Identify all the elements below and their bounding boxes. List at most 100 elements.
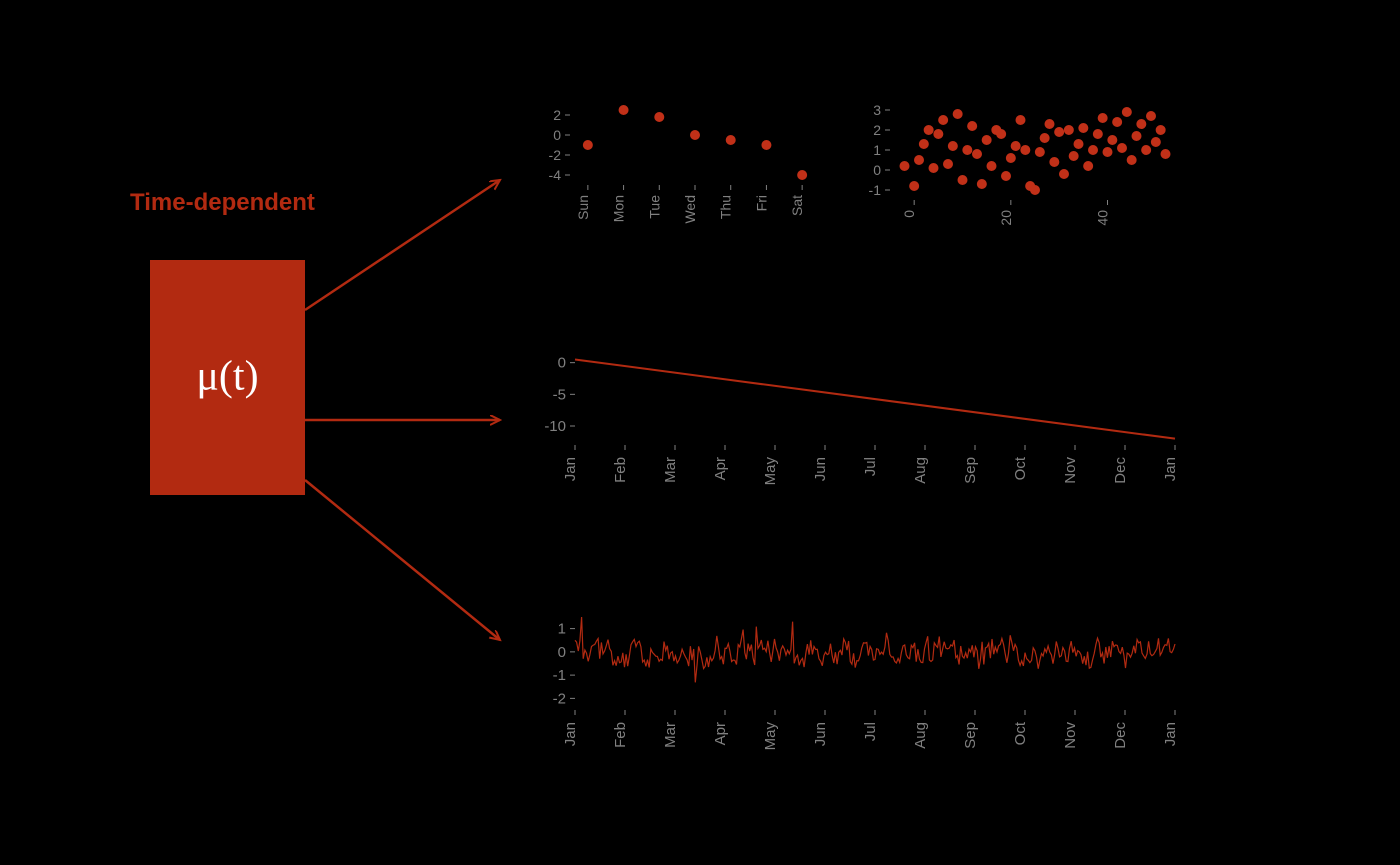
trend-xtick: Oct (1012, 456, 1029, 480)
weekly-point (654, 112, 664, 122)
scatter-point (1117, 143, 1127, 153)
scatter-point (933, 129, 943, 139)
scatter-point (996, 129, 1006, 139)
scatter-point (1078, 123, 1088, 133)
scatter-point (987, 161, 997, 171)
scatter-point (1161, 149, 1171, 159)
title-text: Time-dependent (130, 189, 315, 216)
scatter-point (900, 161, 910, 171)
trend-ytick: -5 (553, 386, 566, 403)
scatter-point (1093, 129, 1103, 139)
scatter-point (948, 141, 958, 151)
scatter-point (962, 145, 972, 155)
trend-xtick: Apr (712, 457, 729, 480)
mu-label: μ(t) (196, 354, 258, 400)
scatter-point (938, 115, 948, 125)
scatter-point (1016, 115, 1026, 125)
scatter-point (982, 135, 992, 145)
weekly-xtick: Mon (611, 195, 627, 222)
scatter-point (1054, 127, 1064, 137)
scatter-point (1035, 147, 1045, 157)
scatter-point (909, 181, 919, 191)
trend-xtick: Jan (562, 457, 579, 481)
weekly-point (619, 105, 629, 115)
scatter-point (967, 121, 977, 131)
trend-xtick: Feb (612, 457, 629, 483)
weekly-xtick: Wed (682, 195, 698, 224)
noise-ytick: 1 (558, 621, 566, 638)
scatter-point (1074, 139, 1084, 149)
scatter-point (1132, 131, 1142, 141)
scatter-point (1103, 147, 1113, 157)
scatter-point (1059, 169, 1069, 179)
scatter-point (1156, 125, 1166, 135)
trend-xtick: Jan (1162, 457, 1179, 481)
scatter-xtick: 20 (998, 210, 1014, 226)
scatter-point (1127, 155, 1137, 165)
weekly-ytick: -4 (549, 167, 562, 183)
scatter-point (914, 155, 924, 165)
scatter-ytick: 3 (873, 102, 881, 118)
weekly-point (797, 170, 807, 180)
scatter-point (924, 125, 934, 135)
weekly-xtick: Tue (646, 195, 662, 219)
scatter-point (1006, 153, 1016, 163)
scatter-point (1011, 141, 1021, 151)
noise-ytick: 0 (558, 644, 566, 661)
noise-xtick: Dec (1112, 722, 1129, 749)
scatter-point (977, 179, 987, 189)
noise-xtick: Oct (1012, 721, 1029, 745)
scatter-point (919, 139, 929, 149)
noise-xtick: Feb (612, 722, 629, 748)
scatter-ytick: 1 (873, 142, 881, 158)
scatter-xtick: 0 (901, 210, 917, 218)
scatter-point (1040, 133, 1050, 143)
trend-xtick: May (762, 457, 779, 486)
scatter-point (1030, 185, 1040, 195)
weekly-ytick: -2 (549, 147, 562, 163)
scatter-point (1122, 107, 1132, 117)
trend-xtick: Mar (662, 457, 679, 483)
scatter-point (1151, 137, 1161, 147)
noise-xtick: May (762, 722, 779, 751)
trend-ytick: -10 (544, 418, 566, 435)
scatter-point (1049, 157, 1059, 167)
weekly-xtick: Thu (718, 195, 734, 219)
scatter-point (1045, 119, 1055, 129)
scatter-point (1136, 119, 1146, 129)
trend-xtick: Jun (812, 457, 829, 481)
scatter-point (1098, 113, 1108, 123)
scatter-point (943, 159, 953, 169)
scatter-point (1112, 117, 1122, 127)
weekly-ytick: 2 (553, 107, 561, 123)
noise-xtick: Jan (1162, 722, 1179, 746)
scatter-point (1146, 111, 1156, 121)
noise-xtick: Apr (712, 722, 729, 745)
scatter-point (1083, 161, 1093, 171)
trend-ytick: 0 (558, 355, 566, 372)
scatter-point (1141, 145, 1151, 155)
scatter-ytick: 0 (873, 162, 881, 178)
scatter-point (1001, 171, 1011, 181)
weekly-ytick: 0 (553, 127, 561, 143)
noise-ytick: -2 (553, 690, 566, 707)
noise-xtick: Jul (862, 722, 879, 741)
noise-xtick: Nov (1062, 722, 1079, 749)
noise-ytick: -1 (553, 667, 566, 684)
trend-xtick: Sep (962, 457, 979, 484)
diagram-canvas: Time-dependentμ(t)-4-202SunMonTueWedThuF… (0, 0, 1400, 865)
trend-xtick: Aug (912, 457, 929, 484)
weekly-point (726, 135, 736, 145)
noise-xtick: Mar (662, 722, 679, 748)
noise-xtick: Aug (912, 722, 929, 749)
weekly-point (690, 130, 700, 140)
scatter-point (1088, 145, 1098, 155)
weekly-point (583, 140, 593, 150)
scatter-point (972, 149, 982, 159)
scatter-point (1069, 151, 1079, 161)
trend-xtick: Jul (862, 457, 879, 476)
scatter-xtick: 40 (1095, 210, 1111, 226)
weekly-point (761, 140, 771, 150)
noise-xtick: Sep (962, 722, 979, 749)
noise-xtick: Jan (562, 722, 579, 746)
